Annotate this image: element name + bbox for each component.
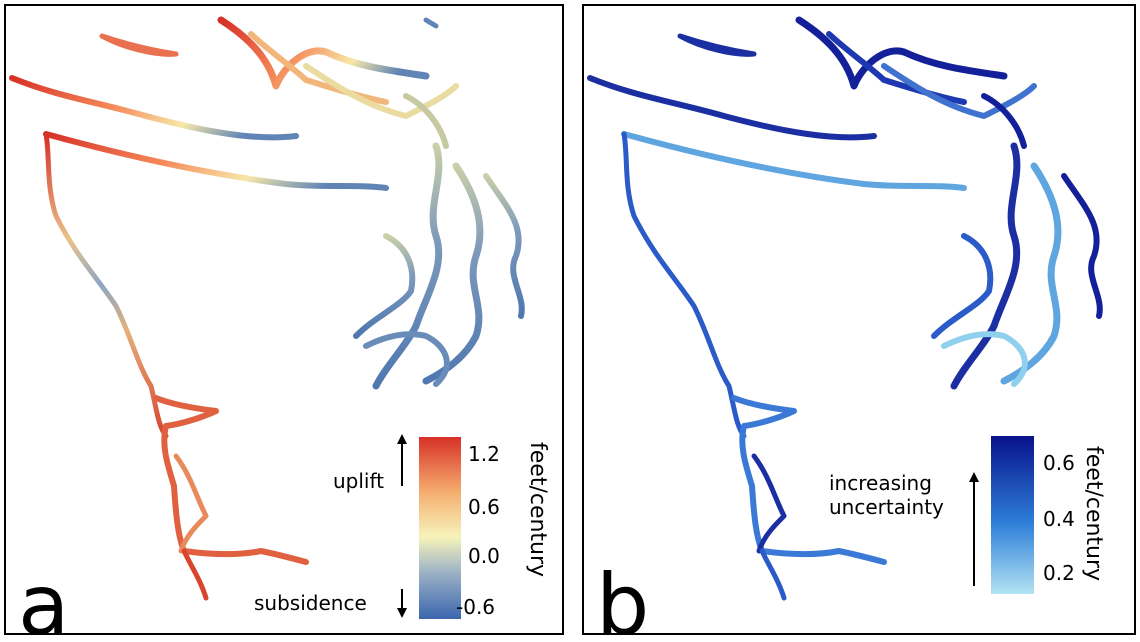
colorbar-a-tick-2: 0.6 <box>468 495 500 519</box>
increasing-label: increasing <box>829 471 932 495</box>
uncertainty-label: uncertainty <box>829 495 944 519</box>
panel-b-uncertainty-map: 0.6 0.4 0.2 feet/century increasing unce… <box>582 4 1136 635</box>
uplift-label: uplift <box>333 469 385 493</box>
colorbar-b-tick-3: 0.2 <box>1043 561 1075 585</box>
coastline-map-a <box>9 16 525 619</box>
panel-a-uplift-map: 1.2 0.6 0.0 -0.6 feet/century uplift sub… <box>4 4 564 635</box>
colorbar-b-unit: feet/century <box>1081 446 1106 582</box>
colorbar-b-tick-1: 0.6 <box>1043 451 1075 475</box>
colorbar-a-tick-4: -0.6 <box>456 595 496 619</box>
colorbar-a <box>419 437 461 619</box>
colorbar-a-tick-3: 0.0 <box>468 544 500 568</box>
colorbar-a-unit: feet/century <box>525 442 550 578</box>
colorbar-b <box>991 436 1034 594</box>
colorbar-a-tick-1: 1.2 <box>468 442 500 466</box>
subsidence-label: subsidence <box>254 591 367 615</box>
colorbar-b-tick-2: 0.4 <box>1043 507 1075 531</box>
coastline-map-b <box>587 16 1103 601</box>
panel-b-letter: b <box>596 556 650 635</box>
panel-a-letter: a <box>18 556 70 635</box>
